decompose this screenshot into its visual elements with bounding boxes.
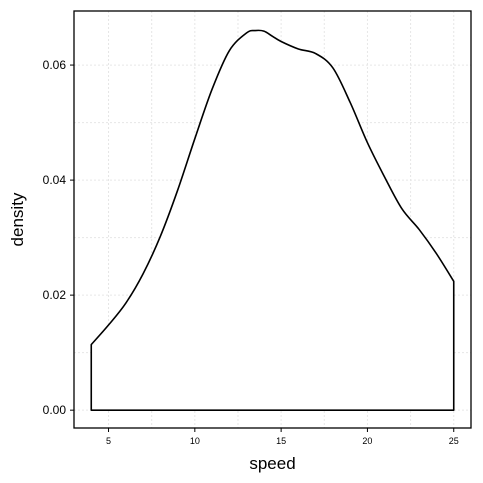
x-axis: 5 10 15 20 25 — [106, 428, 459, 446]
x-axis-title: speed — [249, 454, 295, 473]
x-tick-label: 20 — [362, 436, 372, 446]
y-tick-label: 0.02 — [43, 288, 67, 302]
density-area — [90, 29, 455, 411]
x-tick-label: 25 — [449, 436, 459, 446]
x-tick-label: 10 — [190, 436, 200, 446]
y-axis: 0.00 0.02 0.04 0.06 — [43, 58, 74, 417]
x-tick-label: 5 — [106, 436, 111, 446]
x-tick-label: 15 — [276, 436, 286, 446]
plot-panel-border — [73, 10, 472, 429]
y-axis-title: density — [8, 192, 27, 246]
y-tick-label: 0.04 — [43, 173, 67, 187]
y-tick-label: 0.00 — [43, 403, 67, 417]
y-tick-label: 0.06 — [43, 58, 67, 72]
